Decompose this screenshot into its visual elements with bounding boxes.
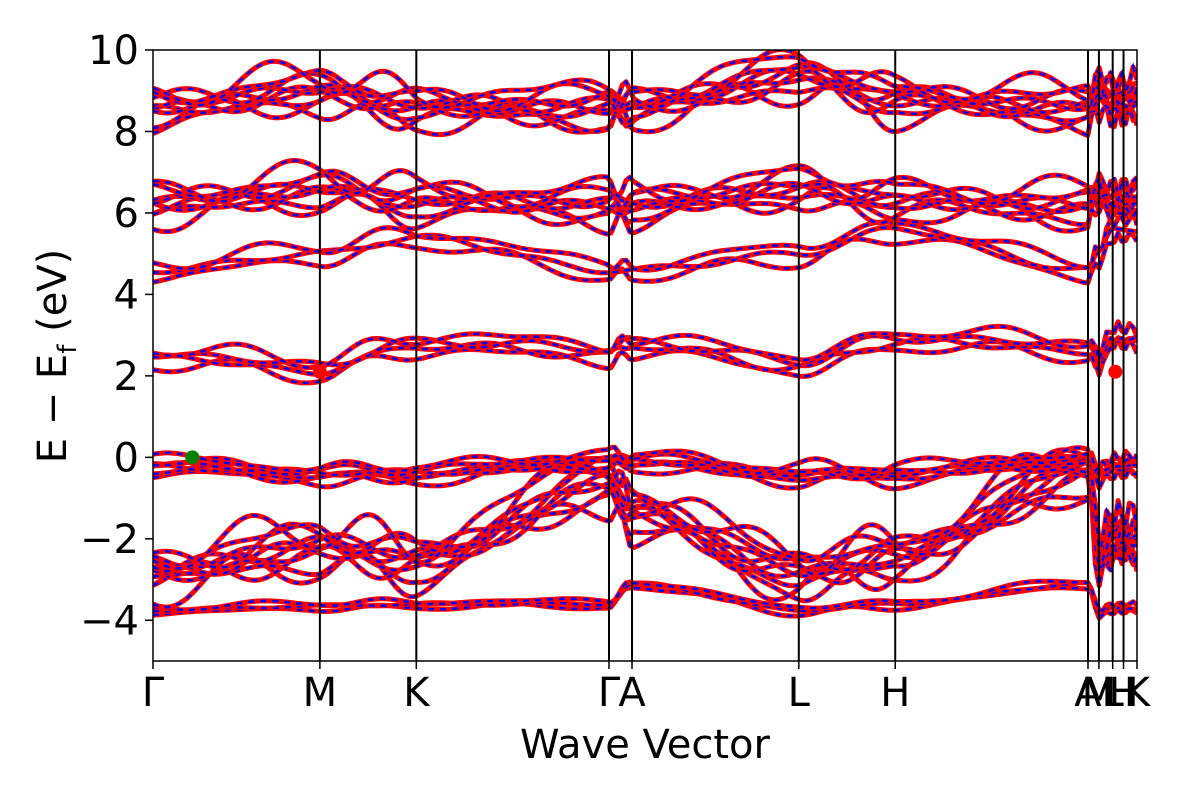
x-tick-label: Γ xyxy=(598,670,621,716)
band-line-down xyxy=(153,579,1137,613)
band-line-down xyxy=(153,468,1137,578)
x-tick-label: L xyxy=(1102,670,1125,716)
y-tick-label: −4 xyxy=(80,598,139,644)
x-tick-label: H xyxy=(1108,670,1138,716)
band-line-up xyxy=(153,54,1137,111)
y-axis-label-main: E − E xyxy=(30,354,76,464)
band-line-down xyxy=(153,334,1137,367)
x-tick-label: K xyxy=(403,670,431,716)
y-tick-label: 4 xyxy=(114,272,139,318)
band-line-down xyxy=(153,211,1137,272)
band-line-down xyxy=(153,80,1137,138)
x-tick-label: L xyxy=(788,670,811,716)
x-tick-label: M xyxy=(303,670,338,716)
plot-frame xyxy=(152,49,1138,662)
y-axis-ticks: −4 −2 0 2 4 6 8 10 xyxy=(80,28,153,644)
band-line-down xyxy=(153,229,1137,285)
band-line-down xyxy=(153,453,1137,570)
band-line-down xyxy=(153,159,1137,205)
band-line-down xyxy=(153,459,1137,572)
band-line-down xyxy=(153,482,1137,602)
band-line-down xyxy=(153,497,1137,609)
y-tick-label: 10 xyxy=(88,28,139,74)
vbm-marker xyxy=(185,450,200,465)
x-axis-label: Wave Vector xyxy=(520,722,771,768)
band-line-down xyxy=(153,180,1137,211)
high-symmetry-lines xyxy=(318,50,1125,661)
y-tick-label: 8 xyxy=(114,109,139,155)
cbm-marker xyxy=(312,364,327,379)
band-line-up xyxy=(153,68,1137,129)
x-tick-label: Γ xyxy=(142,670,165,716)
x-tick-label: A xyxy=(618,670,646,716)
band-line-down xyxy=(153,445,1137,477)
y-tick-label: 2 xyxy=(114,354,139,400)
band-line-down xyxy=(153,50,1137,113)
x-tick-label: A xyxy=(1074,670,1102,716)
svg-text:E − Ef (eV): E − Ef (eV) xyxy=(30,249,83,464)
y-axis-label-sub: f xyxy=(53,344,83,354)
y-tick-label: 0 xyxy=(114,435,139,481)
band-line-down xyxy=(153,448,1137,569)
y-axis-label: E − Ef (eV) xyxy=(30,249,83,464)
band-line-down xyxy=(153,61,1137,114)
y-tick-label: 6 xyxy=(114,191,139,237)
y-axis-label-unit: (eV) xyxy=(30,249,76,345)
band-line-down xyxy=(153,334,1137,385)
x-tick-label: M xyxy=(1082,670,1117,716)
y-tick-label: −2 xyxy=(80,517,139,563)
band-lines xyxy=(153,50,1137,621)
band-line-down xyxy=(153,457,1137,481)
x-tick-label: K xyxy=(1124,670,1152,716)
x-tick-label: H xyxy=(880,670,910,716)
cbm-marker xyxy=(1108,364,1123,379)
band-edge-markers xyxy=(185,364,1123,465)
